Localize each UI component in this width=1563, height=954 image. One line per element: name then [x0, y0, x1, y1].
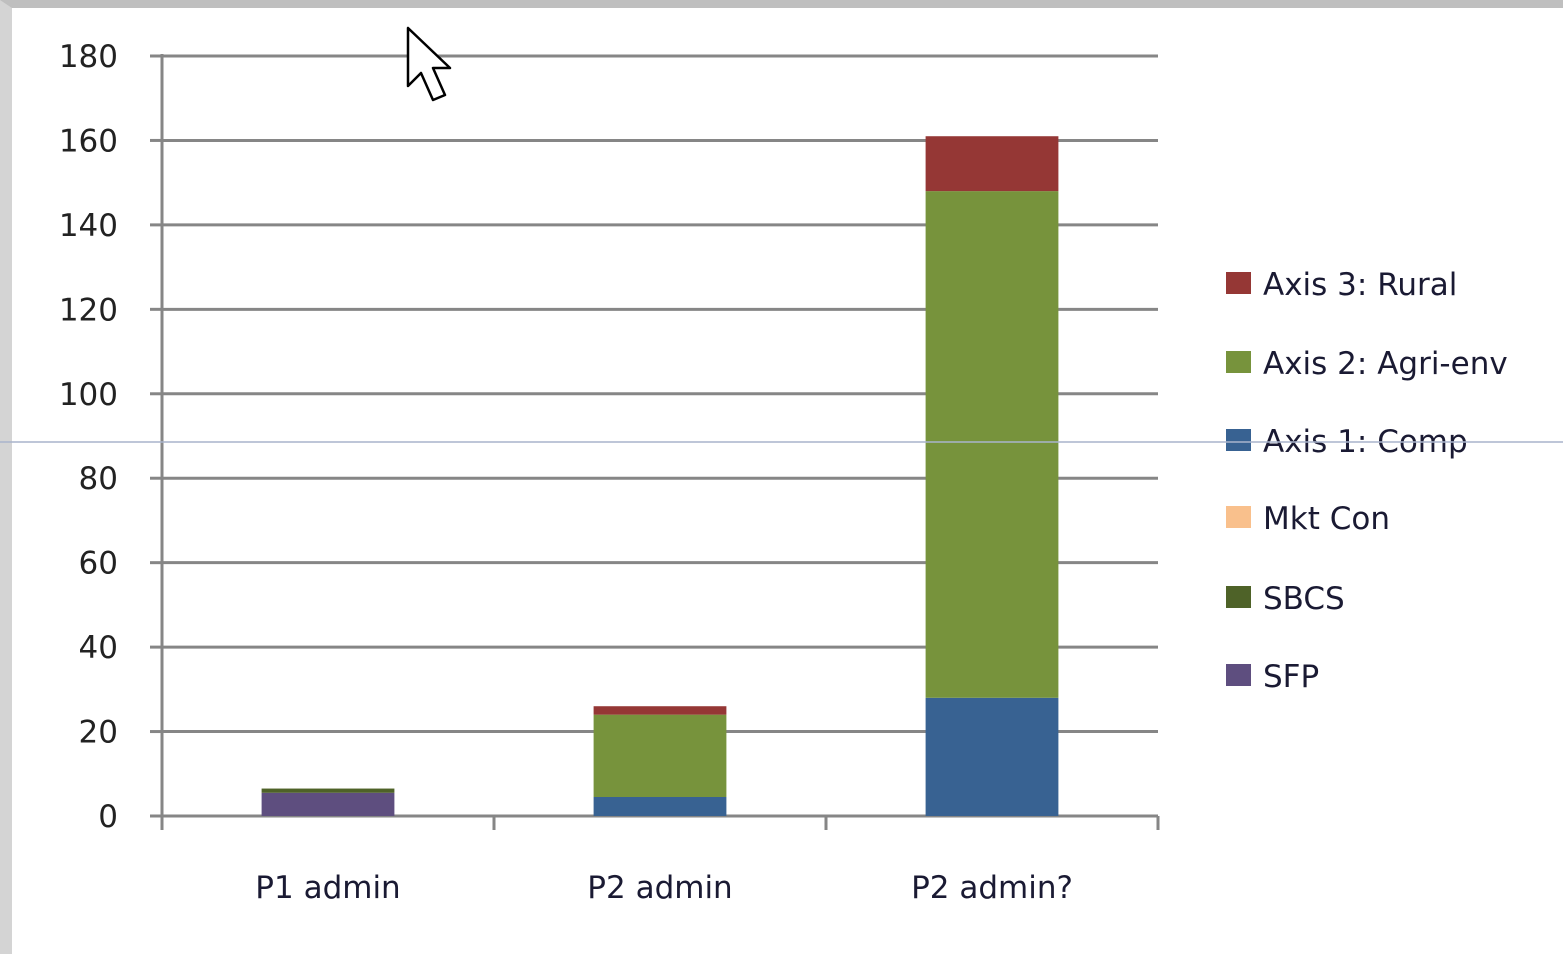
x-category-label: P2 admin?: [911, 870, 1073, 906]
bar-segment-axis-1-comp: [593, 797, 727, 816]
y-tick-label: 140: [59, 208, 118, 244]
bar-segment-sbcs: [261, 788, 395, 793]
legend-label: SBCS: [1263, 581, 1345, 617]
bar-segment-axis-3-rural: [593, 706, 727, 715]
legend-swatch: [1226, 506, 1251, 528]
legend-label: Axis 2: Agri-env: [1263, 346, 1508, 382]
bar-segment-axis-2-agri-env: [925, 191, 1059, 698]
y-tick-label: 60: [79, 546, 118, 582]
legend-label: SFP: [1263, 659, 1319, 695]
x-category-label: P1 admin: [255, 870, 400, 906]
legend-swatch: [1226, 351, 1251, 373]
legend-swatch: [1226, 586, 1251, 608]
legend-swatch: [1226, 272, 1251, 294]
cursor-arrow-icon: [406, 26, 452, 102]
x-category-label: P2 admin: [587, 870, 732, 906]
bars: [261, 136, 1059, 816]
legend-swatch: [1226, 664, 1251, 686]
y-tick-label: 160: [59, 123, 118, 159]
bar-segment-sfp: [261, 792, 395, 816]
bar-segment-axis-2-agri-env: [593, 714, 727, 797]
bar-segment-axis-3-rural: [925, 136, 1059, 192]
y-tick-label: 40: [79, 630, 118, 666]
y-tick-label: 80: [79, 461, 118, 497]
legend-swatch: [1226, 429, 1251, 451]
y-tick-label: 0: [98, 799, 118, 835]
bar-segment-axis-1-comp: [925, 697, 1059, 816]
y-tick-label: 20: [79, 715, 118, 751]
legend-label: Mkt Con: [1263, 501, 1390, 537]
axis-labels: 0 20 40 60 80 100 120 140 160 180 P1 admin P2 admin…: [59, 39, 1073, 906]
legend-label: Axis 3: Rural: [1263, 267, 1457, 303]
y-tick-label: 100: [59, 377, 118, 413]
y-tick-label: 180: [59, 39, 118, 75]
y-tick-label: 120: [59, 292, 118, 328]
